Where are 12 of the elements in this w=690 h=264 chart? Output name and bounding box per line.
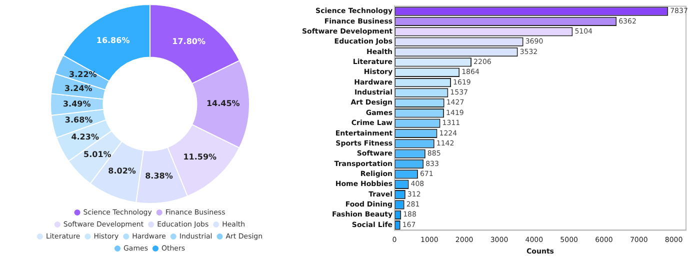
data-label: 3.49% [62, 99, 91, 108]
data-label: 4.23% [71, 132, 99, 142]
data-label: 16.86% [96, 36, 130, 45]
data-label: 17.80% [172, 37, 206, 46]
data-label: 8.38% [145, 172, 173, 181]
data-label: 14.45% [206, 99, 240, 108]
data-label: 3.68% [64, 116, 93, 125]
data-label: 3.22% [69, 70, 97, 79]
data-label: 11.59% [183, 152, 217, 162]
data-label: 5.01% [84, 150, 112, 159]
data-label: 3.24% [64, 84, 92, 94]
data-label: 8.02% [108, 166, 136, 176]
